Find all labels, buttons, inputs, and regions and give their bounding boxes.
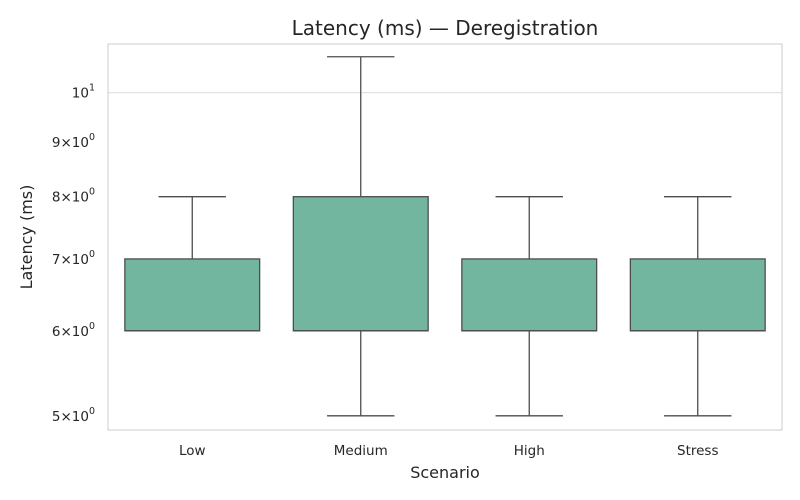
box-high bbox=[461, 196, 598, 417]
box-low bbox=[124, 196, 261, 332]
x-tick-label: High bbox=[514, 443, 545, 459]
box-iqr bbox=[461, 258, 598, 332]
chart-title: Latency (ms) — Deregistration bbox=[292, 16, 599, 40]
x-tick-labels: Low Medium High Stress bbox=[179, 443, 719, 459]
y-tick-label: 9×100 bbox=[52, 132, 95, 151]
y-tick-label: 6×100 bbox=[52, 321, 95, 340]
box-stress bbox=[629, 196, 766, 417]
x-tick-label: Stress bbox=[677, 443, 719, 459]
boxes bbox=[124, 56, 766, 417]
box-iqr bbox=[629, 258, 766, 332]
y-axis-label: Latency (ms) bbox=[17, 185, 36, 290]
y-tick-label: 7×100 bbox=[52, 249, 95, 268]
x-tick-label: Low bbox=[179, 443, 206, 459]
y-tick-label: 8×100 bbox=[52, 187, 95, 206]
box-medium bbox=[292, 56, 429, 417]
box-iqr bbox=[292, 196, 429, 332]
y-tick-label: 5×100 bbox=[52, 406, 95, 425]
y-tick-label: 101 bbox=[72, 83, 95, 102]
x-axis-label: Scenario bbox=[410, 463, 480, 482]
y-tick-labels: 5×100 6×100 7×100 8×100 9×100 101 bbox=[52, 83, 95, 425]
x-tick-label: Medium bbox=[334, 443, 388, 459]
box-iqr bbox=[124, 258, 261, 332]
plot-frame bbox=[107, 43, 783, 431]
